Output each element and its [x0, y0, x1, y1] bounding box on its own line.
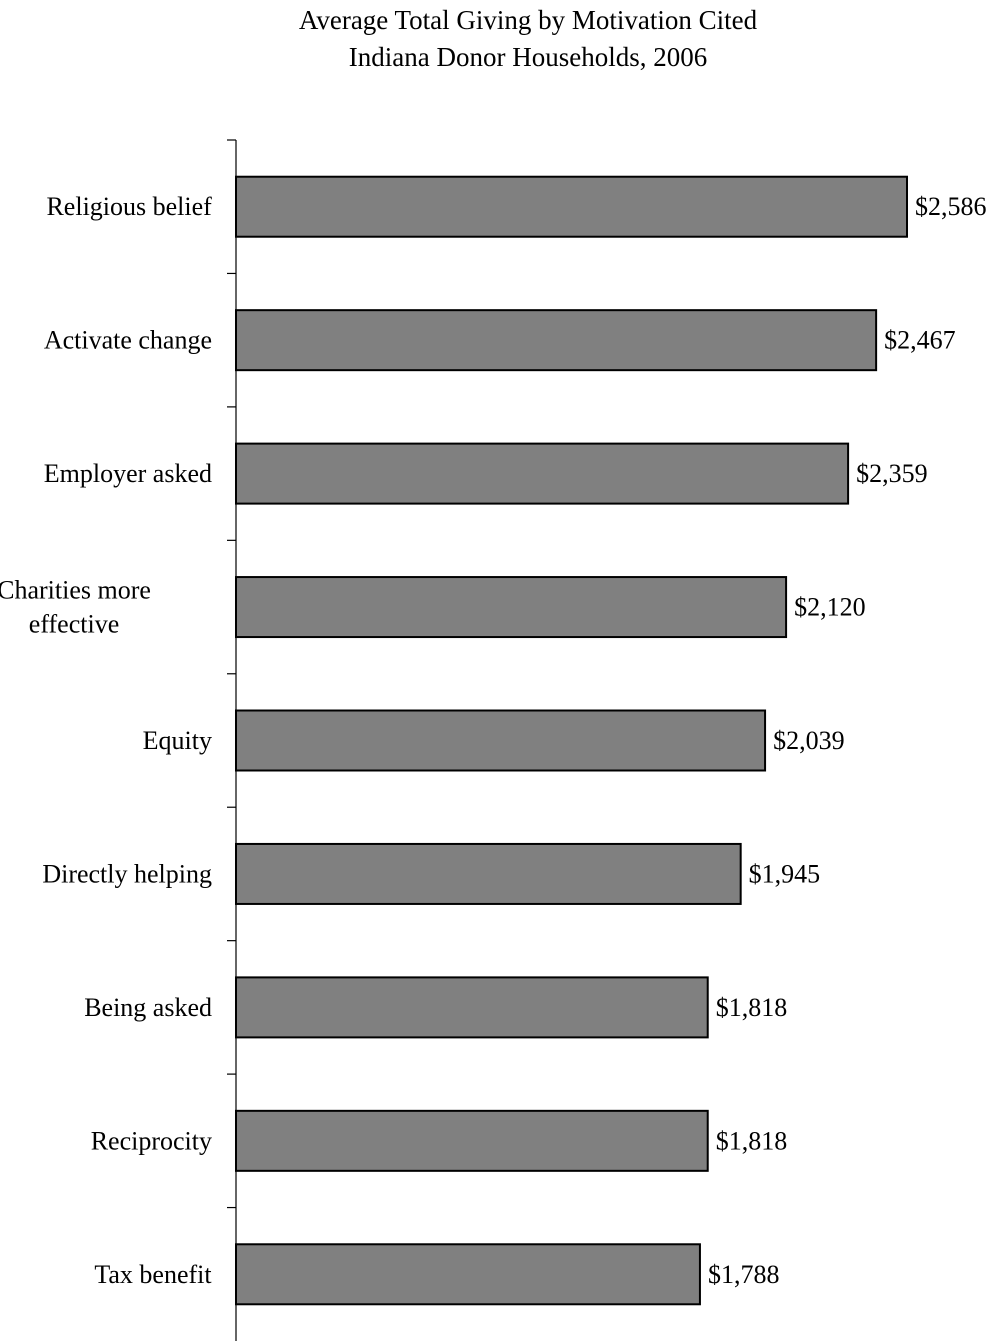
category-label-line: Reciprocity	[91, 1126, 212, 1155]
category-axis	[227, 139, 237, 1341]
data-label: $2,359	[856, 459, 928, 488]
category-label-line: Tax benefit	[94, 1260, 212, 1289]
data-label: $2,120	[794, 593, 866, 622]
chart-title-line-1: Average Total Giving by Motivation Cited	[298, 5, 758, 35]
data-label: $2,467	[884, 326, 956, 355]
category-label: Being asked	[84, 993, 212, 1022]
category-label: Reciprocity	[91, 1126, 212, 1155]
category-label-line: Being asked	[84, 993, 212, 1022]
category-label: Religious belief	[46, 192, 212, 221]
category-label: Directly helping	[42, 859, 212, 888]
bar	[235, 1109, 709, 1172]
data-label: $2,039	[773, 726, 845, 755]
bar	[235, 576, 788, 639]
category-label-line: Employer asked	[44, 459, 212, 488]
category-label-line: Directly helping	[42, 859, 212, 888]
category-label-line: Religious belief	[46, 192, 212, 221]
data-label: $1,818	[716, 1126, 788, 1155]
category-label-line: Charities more	[0, 576, 151, 605]
bar	[235, 442, 850, 505]
data-label: $1,945	[749, 859, 821, 888]
category-label: Equity	[143, 726, 212, 755]
chart-title-line-2: Indiana Donor Households, 2006	[348, 42, 708, 72]
data-label: $2,586	[915, 192, 987, 221]
bar	[235, 309, 878, 372]
chart-title: Average Total Giving by Motivation Cited…	[0, 2, 995, 76]
category-label-line: effective	[29, 610, 119, 639]
category-label-line: Activate change	[44, 326, 212, 355]
category-label: Tax benefit	[94, 1260, 212, 1289]
bar	[235, 709, 767, 772]
category-label: Charities more effective	[0, 576, 151, 639]
bar-group	[235, 175, 908, 1306]
category-label-line: Equity	[143, 726, 212, 755]
label-group: $2,586 Religious belief $2,467 Activate cha…	[0, 192, 987, 1289]
bar	[235, 175, 908, 238]
category-label: Activate change	[44, 326, 212, 355]
data-label: $1,818	[716, 993, 788, 1022]
data-label: $1,788	[708, 1260, 780, 1289]
bar	[235, 976, 709, 1039]
bar	[235, 1243, 701, 1306]
category-label: Employer asked	[44, 459, 212, 488]
bar	[235, 842, 742, 905]
